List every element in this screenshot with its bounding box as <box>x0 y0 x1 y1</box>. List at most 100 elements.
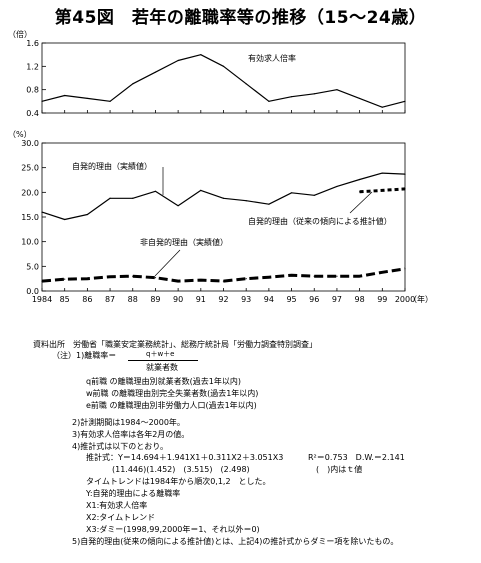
note-3: 3)有効求人倍率は各年2月の値。 <box>72 430 190 439</box>
data-point <box>404 173 406 175</box>
x-unit-label: （年） <box>409 294 433 304</box>
definition-w: w前職 の離職理由別完全失業者数(過去1年以内) <box>86 389 259 398</box>
series-label-leader <box>154 249 181 277</box>
data-point <box>336 185 338 188</box>
variable-x1: X1:有効求人倍率 <box>86 501 148 510</box>
data-point <box>359 97 361 100</box>
source-note: 資料出所 労働省「職業安定業務統計」、総務庁統計局「労働力調査特別調査」 <box>33 340 317 349</box>
y-tick-label: 0.8 <box>26 86 39 95</box>
fraction-denominator: 就業者数 <box>146 363 178 372</box>
page-title: 第45図 若年の離職率等の推移（15～24歳） <box>54 8 427 28</box>
bottom-panel-separation-rate: 0.0 5.0 10.0 15.0 20.0 25.0 30.0（%） 1984 85 86 87 8… <box>8 130 433 304</box>
data-point <box>41 211 43 213</box>
data-point <box>336 275 338 277</box>
note-5: 5)自発的理由(従来の傾向による推計値)とは、上記4)の推計式からダミー項を除い… <box>72 537 399 546</box>
y-tick-label: 25.0 <box>21 164 39 173</box>
definition-e: e前職 の離職理由別非労働力人口(過去1年以内) <box>86 401 257 410</box>
x-tick-label: 94 <box>264 295 274 304</box>
variable-x2: X2:タイムトレンド <box>86 513 156 522</box>
data-point <box>177 205 179 207</box>
x-tick-label: 92 <box>218 295 228 304</box>
y-tick-label: 5.0 <box>26 262 39 271</box>
series-label: 自発的理由（従来の傾向による推計値） <box>248 216 392 226</box>
data-point <box>290 96 293 98</box>
variable-x3: X3:ダミー(1998,99,2000年＝1、それ以外＝0) <box>86 525 260 534</box>
data-point <box>404 268 406 270</box>
x-tick-label: 96 <box>309 295 319 304</box>
x-tick-label: 88 <box>128 295 138 304</box>
data-point <box>64 278 66 280</box>
x-tick-label: 99 <box>377 295 387 304</box>
data-point <box>41 280 43 282</box>
x-tick-label: 86 <box>82 295 92 304</box>
data-point <box>154 190 157 192</box>
data-point <box>359 275 361 277</box>
data-point <box>245 83 247 85</box>
series-label: 有効求人倍率 <box>248 53 296 63</box>
data-point <box>290 274 293 276</box>
y-tick-label: 0.0 <box>26 287 39 296</box>
y-tick-label: 30.0 <box>21 139 39 148</box>
data-point <box>109 197 111 199</box>
y-tick-label: 10.0 <box>21 238 39 247</box>
equation-fit-stats: R²＝0.753 D.W.＝2.141 <box>308 453 405 462</box>
data-point <box>200 279 202 281</box>
data-point <box>336 89 338 91</box>
equation-t-values: (11.446)(1.452) (3.515) (2.498) <box>112 465 250 474</box>
equation-line-1: 推計式：Y＝14.694＋1.941X1＋0.311X2＋3.051X3 <box>86 453 284 462</box>
data-point <box>381 172 383 174</box>
data-point <box>109 276 111 278</box>
data-point <box>222 65 225 67</box>
y-tick-label: 1.6 <box>26 39 39 48</box>
data-point <box>154 277 157 279</box>
data-point <box>268 203 270 205</box>
fraction-bar <box>128 360 198 361</box>
data-point <box>404 188 406 190</box>
y-unit-label: （%） <box>8 130 32 139</box>
data-point <box>381 271 383 273</box>
y-tick-label: 15.0 <box>21 213 39 222</box>
data-point <box>64 94 66 97</box>
data-point <box>86 213 88 216</box>
fraction-numerator: q＋w＋e <box>146 350 175 358</box>
x-tick-label: 1984 <box>32 295 52 304</box>
y-tick-label: 1.2 <box>26 62 39 71</box>
data-point <box>86 97 88 100</box>
data-point <box>359 191 361 193</box>
series-label: 自発的理由（実績値） <box>72 161 152 171</box>
x-tick-label: 90 <box>173 295 183 304</box>
series-label: 非自発的理由（実績値） <box>140 237 228 247</box>
data-point <box>245 278 247 280</box>
data-point <box>64 218 66 221</box>
y-unit-label: （倍） <box>8 29 32 39</box>
x-tick-label: 2000 <box>395 295 415 304</box>
data-point <box>41 100 43 102</box>
data-point <box>177 280 179 282</box>
equation-t-note: ( )内はｔ値 <box>316 465 363 474</box>
data-point <box>313 194 315 196</box>
data-point <box>86 278 88 280</box>
data-point <box>132 197 134 199</box>
data-point <box>359 178 361 181</box>
note-4: 4)推計式は以下のとおり。 <box>72 442 169 451</box>
data-point <box>290 192 293 194</box>
data-point <box>268 276 270 278</box>
x-tick-label: 91 <box>196 295 206 304</box>
x-tick-label: 95 <box>286 295 296 304</box>
data-point <box>154 71 157 73</box>
series-label-leader <box>349 191 373 214</box>
note-label: （注）1)離職率＝ <box>52 351 117 360</box>
data-point <box>109 100 111 102</box>
x-tick-label: 93 <box>241 295 251 304</box>
data-point <box>313 275 315 277</box>
x-tick-label: 97 <box>332 295 342 304</box>
data-point <box>268 100 270 102</box>
data-point <box>177 59 179 62</box>
y-tick-label: 20.0 <box>21 188 39 197</box>
data-point <box>200 54 202 56</box>
data-point <box>381 106 383 108</box>
chart-area: 0.4 0.8 1.2 1.6（倍） 有効求人倍率 0.0 5.0 10.0 15.0 20.0… <box>8 29 433 304</box>
x-tick-label: 89 <box>150 295 160 304</box>
note-2: 2)計測期間は1984～2000年。 <box>72 418 185 427</box>
